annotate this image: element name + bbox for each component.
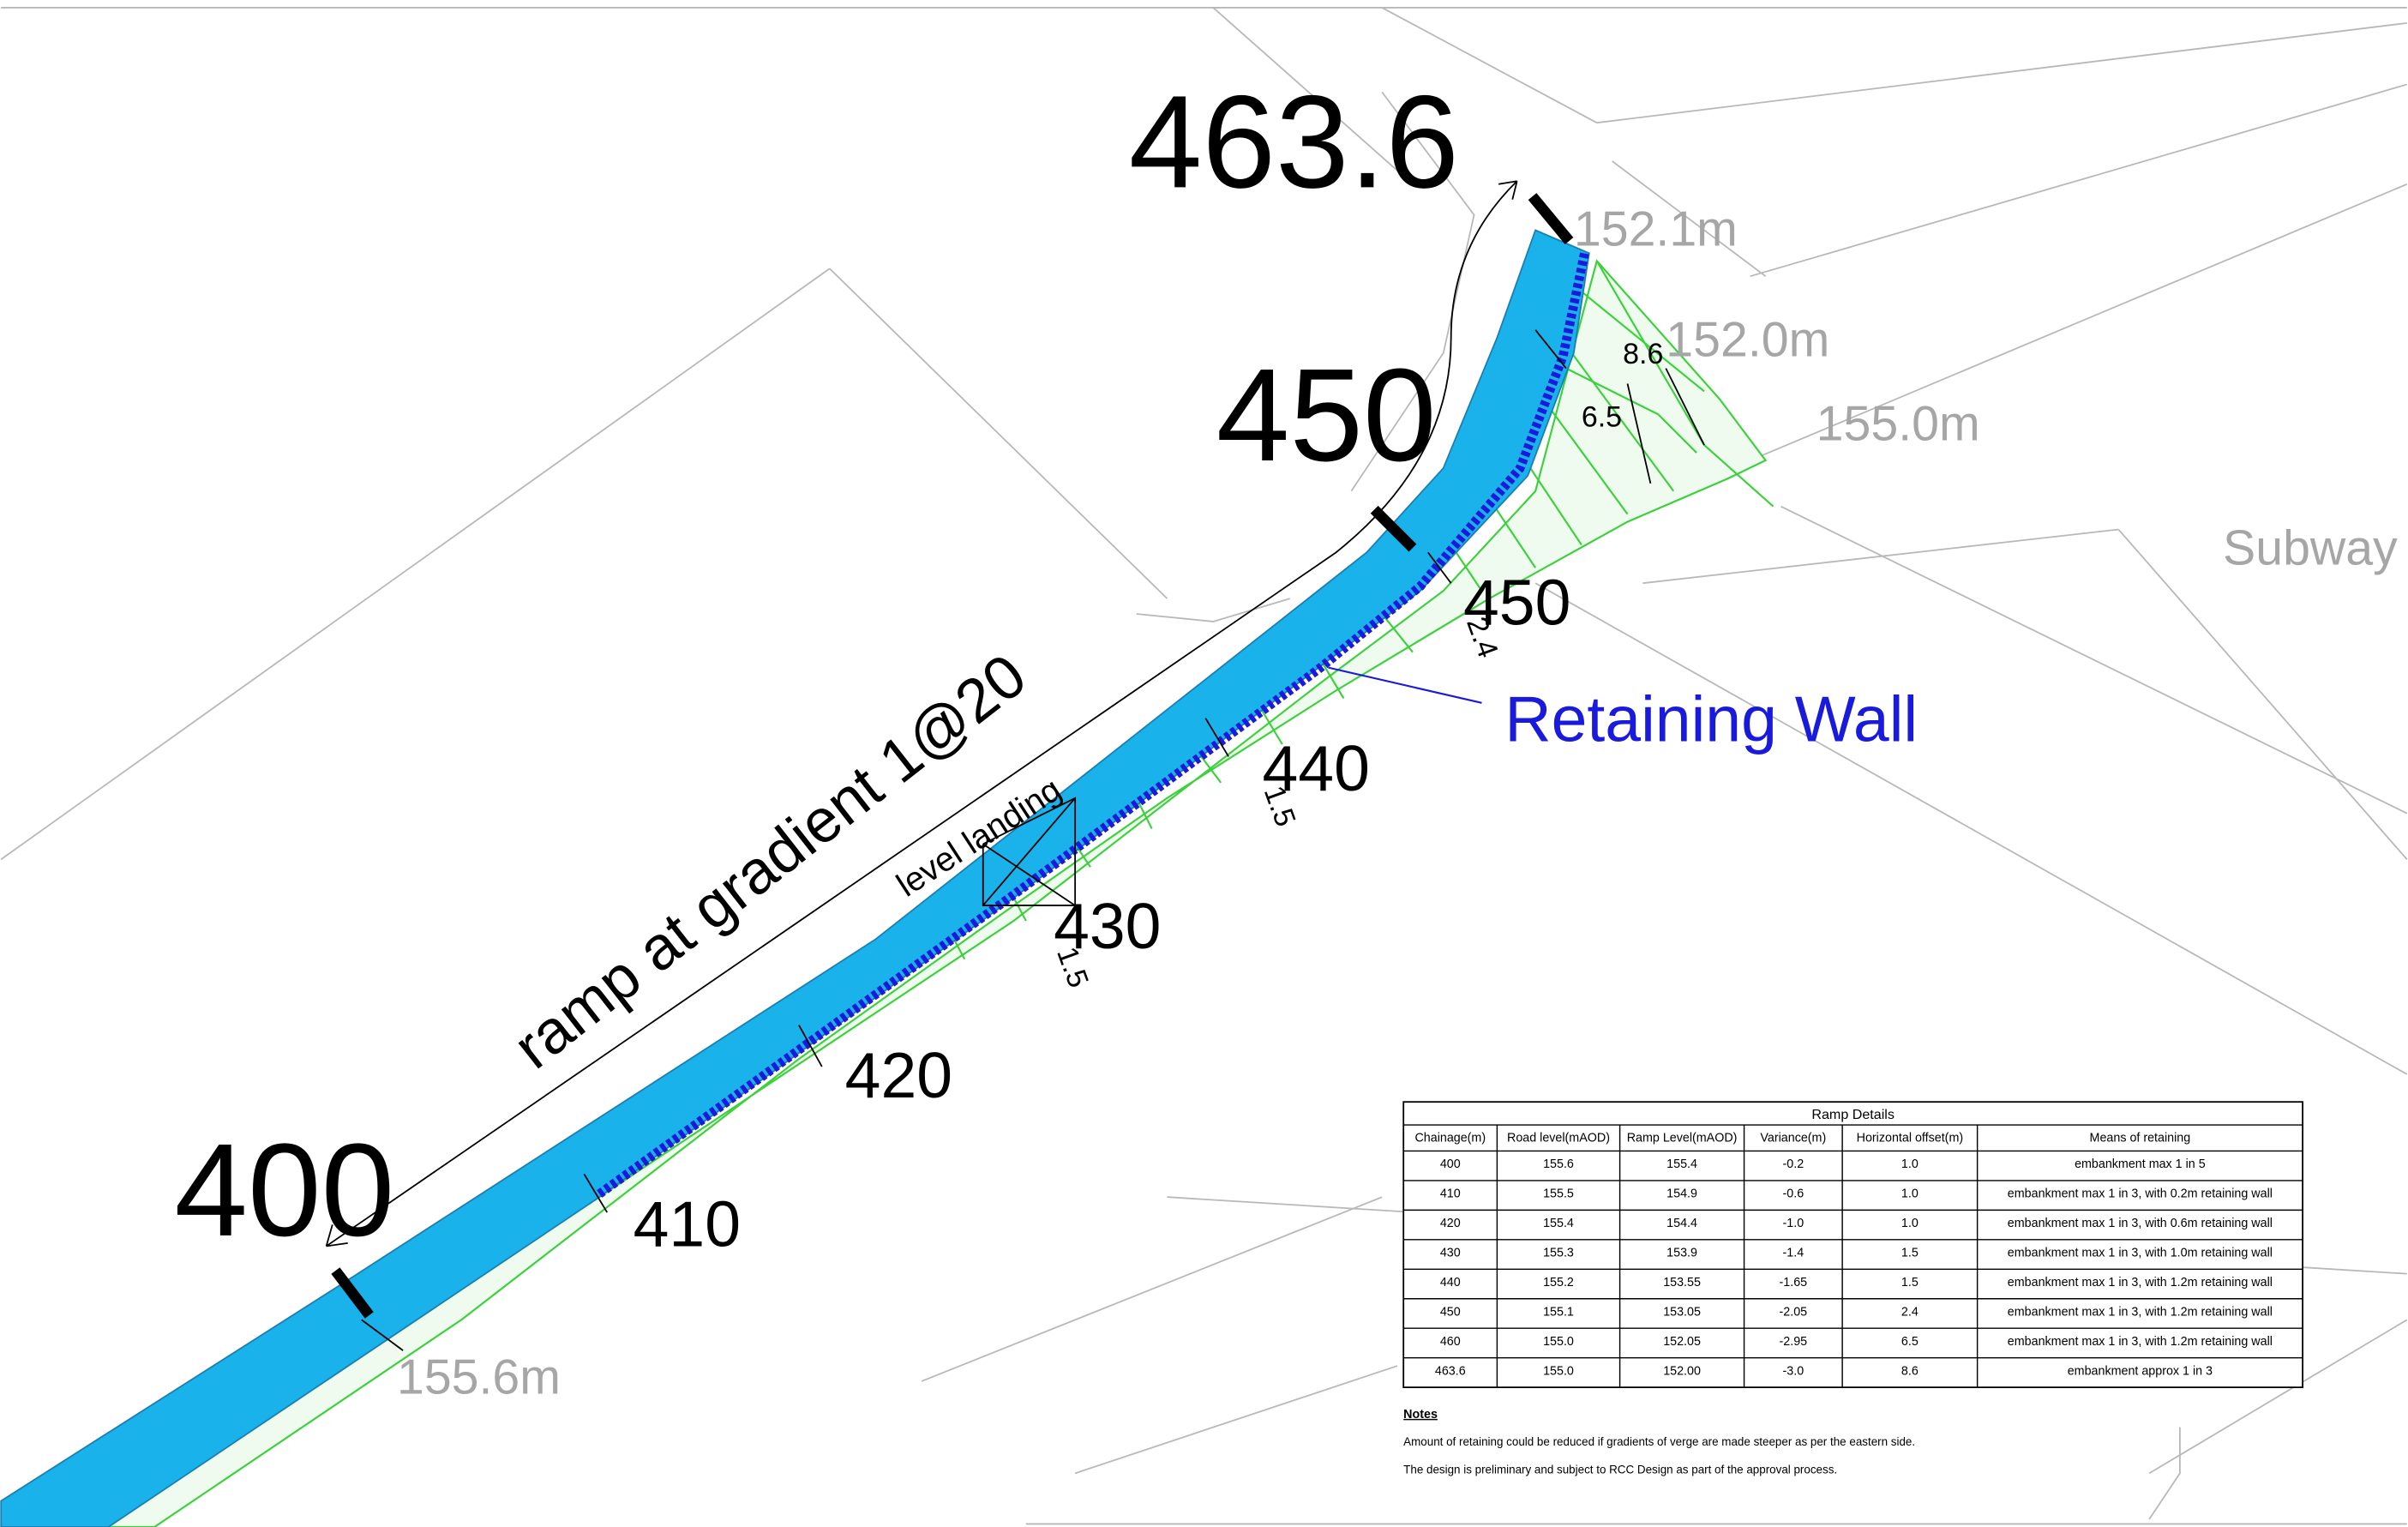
table-cell: 154.9 [1666,1187,1697,1201]
table-cell: 155.6 [1543,1157,1574,1171]
table-cell: 155.2 [1543,1276,1574,1290]
table-cell: 420 [1440,1217,1461,1230]
table-cell: embankment max 1 in 5 [2075,1157,2206,1171]
table-cell: 450 [1440,1305,1461,1319]
table-cell: embankment max 1 in 3, with 1.2m retaini… [2008,1276,2273,1290]
table-cell: 153.05 [1663,1305,1701,1319]
note-line: Amount of retaining could be reduced if … [1403,1435,1915,1448]
note-line: The design is preliminary and subject to… [1403,1463,1837,1476]
chainage-label: 450 [1216,341,1437,489]
table-cell: 152.05 [1663,1335,1701,1349]
table-cell: -2.05 [1780,1305,1808,1319]
table-cell: 155.1 [1543,1305,1574,1319]
table-cell: embankment max 1 in 3, with 1.0m retaini… [2008,1247,2273,1260]
table-cell: embankment approx 1 in 3 [2068,1364,2213,1378]
table-cell: 154.4 [1666,1217,1697,1230]
column-header: Road level(mAOD) [1507,1132,1610,1145]
offset-label: 6.5 [1582,401,1622,434]
table-cell: -1.4 [1783,1247,1804,1260]
column-header: Ramp Level(mAOD) [1627,1132,1738,1145]
chainage-label: 400 [174,1116,394,1264]
table-cell: 155.0 [1543,1364,1574,1378]
column-header: Variance(m) [1760,1132,1826,1145]
table-cell: 440 [1440,1276,1461,1290]
table-cell: 1.0 [1901,1187,1919,1201]
table-cell: 460 [1440,1335,1461,1349]
table-cell: -1.0 [1783,1217,1804,1230]
table-cell: 2.4 [1901,1305,1919,1319]
wall-label: Retaining Wall [1504,683,1918,755]
chainage-label: 420 [845,1039,952,1111]
ramp-table: Ramp Details Chainage(m) Road level(mAOD) R… [1403,1102,2303,1387]
table-cell: 463.6 [1435,1364,1466,1378]
column-header: Horizontal offset(m) [1857,1132,1963,1145]
table-cell: 152.00 [1663,1364,1701,1378]
drawing: 463.6 450 400 152.1m 152.0m 155.0m Subwa… [0,0,2408,1527]
table-cell: 1.0 [1901,1217,1919,1230]
table-cell: 410 [1440,1187,1461,1201]
table-cell: 153.55 [1663,1276,1701,1290]
table-cell: embankment max 1 in 3, with 1.2m retaini… [2008,1335,2273,1349]
table-cell: 1.0 [1901,1157,1919,1171]
table-cell: 155.5 [1543,1187,1574,1201]
table-cell: -1.65 [1780,1276,1808,1290]
table-cell: 1.5 [1901,1247,1919,1260]
table-cell: embankment max 1 in 3, with 0.2m retaini… [2008,1187,2273,1201]
table-cell: 155.0 [1543,1335,1574,1349]
table-cell: 430 [1440,1247,1461,1260]
level-label: 152.0m [1666,312,1829,367]
notes-title: Notes [1403,1408,1438,1422]
table-cell: 153.9 [1666,1247,1697,1260]
level-label: 155.0m [1817,397,1980,452]
table-cell: -0.2 [1783,1157,1804,1171]
table-cell: 1.5 [1901,1276,1919,1290]
place-label: Subway [2223,521,2398,576]
table-cell: 400 [1440,1157,1461,1171]
table-cell: -0.6 [1783,1187,1804,1201]
table-cell: -2.95 [1780,1335,1808,1349]
table-cell: 155.3 [1543,1247,1574,1260]
column-header: Means of retaining [2090,1132,2191,1145]
level-label: 152.1m [1574,201,1738,256]
chainage-label: 463.6 [1129,68,1459,215]
column-header: Chainage(m) [1414,1132,1486,1145]
table-cell: embankment max 1 in 3, with 0.6m retaini… [2008,1217,2273,1230]
level-label: 155.6m [397,1350,561,1404]
table-cell: embankment max 1 in 3, with 1.2m retaini… [2008,1305,2273,1319]
chainage-label: 410 [634,1187,741,1259]
notes: Notes Amount of retaining could be reduce… [1403,1408,1915,1476]
table-title: Ramp Details [1811,1107,1895,1122]
table-cell: 155.4 [1666,1157,1697,1171]
table-cell: 155.4 [1543,1217,1574,1230]
table-cell: 6.5 [1901,1335,1919,1349]
offset-label: 8.6 [1623,338,1663,370]
table-cell: -3.0 [1783,1364,1804,1378]
table-cell: 8.6 [1901,1364,1919,1378]
wall-pointer [1328,668,1481,703]
